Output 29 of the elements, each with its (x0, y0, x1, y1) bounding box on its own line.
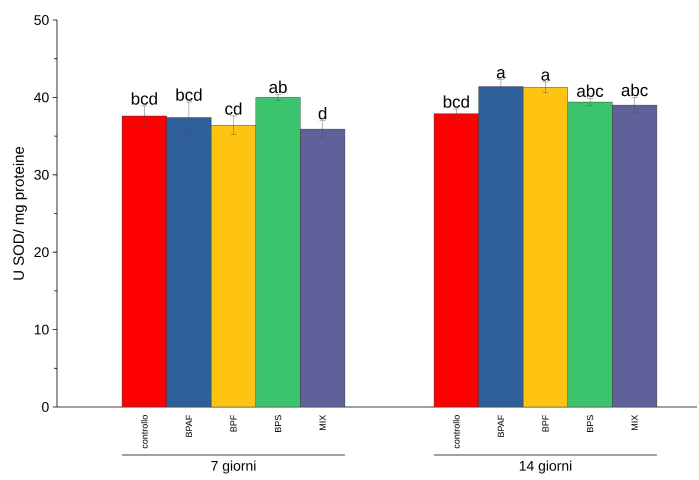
x-tick-label: MIX (632, 414, 638, 430)
y-tick-label: 10 (34, 324, 49, 335)
data-label: a (541, 71, 550, 81)
data-label: ab (269, 80, 287, 94)
data-label: cd (225, 102, 242, 115)
x-tick-label: controllo (453, 415, 460, 448)
data-label: a (496, 69, 506, 78)
x-tick-label: BPAF (498, 415, 504, 437)
data-label: bcd (444, 95, 469, 108)
data-label: d (318, 106, 326, 120)
x-tick-label: MIX (320, 414, 326, 430)
x-tick-label: BPF (230, 415, 237, 432)
x-tick-label: BPAF (186, 415, 192, 437)
y-tick-label: 40 (34, 92, 49, 102)
y-tick-label: 0 (42, 402, 49, 412)
text: 7 giorni (211, 460, 256, 474)
y-tick-label: 20 (34, 247, 49, 258)
x-tick-label: BPS (586, 415, 594, 432)
x-tick-label: BPS (274, 415, 282, 432)
data-label: bcd (132, 92, 157, 105)
data-label: abc (577, 84, 604, 97)
data-label: bcd (176, 88, 202, 101)
y-tick-label: 30 (34, 170, 49, 180)
x-tick-label: controllo (141, 415, 148, 448)
text: 14 giorni (520, 460, 572, 474)
x-tick-label: BPF (542, 415, 549, 432)
y-axis-title: U SOD/ mg proteine (12, 146, 27, 280)
y-tick-label: 50 (34, 15, 49, 25)
data-label: abc (622, 84, 648, 96)
